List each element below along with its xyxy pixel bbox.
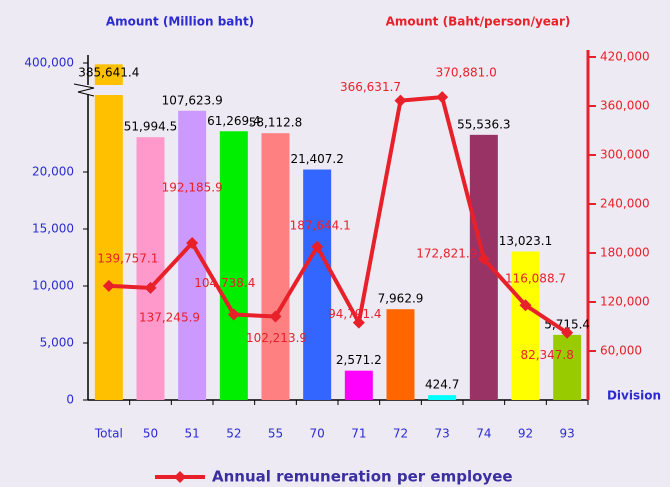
line-value-label: 139,757.1 [97, 251, 158, 265]
line-marker [144, 281, 157, 294]
line-value-label: 116,088.7 [505, 272, 566, 286]
x-tick-label: 72 [393, 427, 408, 441]
bar [94, 64, 123, 401]
bar-value-label: 107,623.9 [162, 93, 223, 107]
y-tick-label: 5,000 [40, 336, 74, 350]
x-tick-label: 93 [560, 427, 575, 441]
bar [386, 309, 415, 400]
line-value-label: 172,821.9 [416, 246, 477, 260]
x-tick-label: 73 [435, 427, 450, 441]
line-marker [186, 237, 199, 250]
line-marker [269, 310, 282, 323]
x-tick-label: 52 [226, 427, 241, 441]
line-value-label: 102,213.9 [246, 331, 307, 345]
bar [428, 395, 457, 400]
x-tick-label: Total [94, 427, 123, 441]
bar-value-label: 13,023.1 [499, 234, 552, 248]
line-marker [311, 240, 324, 253]
x-tick-label: 74 [476, 427, 491, 441]
axis-break-mark [73, 83, 95, 97]
line [108, 95, 569, 335]
y2-tick-label: 180,000 [600, 246, 650, 260]
line-marker [436, 91, 449, 104]
x-tick-label: 70 [310, 427, 325, 441]
bar [344, 370, 373, 400]
bar [219, 131, 248, 400]
x-tick-label: 92 [518, 427, 533, 441]
y2-tick-label: 420,000 [600, 50, 650, 64]
line-value-label: 366,631.7 [340, 80, 401, 94]
bar-value-label: 2,571.2 [336, 353, 382, 367]
y-tick-label: 15,000 [32, 222, 74, 236]
legend-marker [174, 471, 186, 483]
x-tick-label: 51 [185, 427, 200, 441]
line-value-label: 137,245.9 [139, 310, 200, 324]
y-tick-label: 20,000 [32, 165, 74, 179]
left-axis-title: Amount (Million baht) [106, 15, 254, 29]
bar [136, 137, 165, 400]
overlay: 385,641.4 51,994.5 107,623.9 61,269.458,112… [73, 66, 590, 486]
x-axis-label: Division [607, 389, 661, 403]
bar [553, 334, 582, 400]
line-marker [352, 316, 365, 329]
bar-value-label: 5,715.4 [544, 317, 590, 331]
y-tick-label: 400,000 [24, 56, 74, 70]
legend-label: Annual remuneration per employee [212, 468, 513, 486]
line-marker [227, 308, 240, 321]
bar-value-label: 51,994.5 [124, 120, 177, 134]
line-marker [561, 326, 574, 339]
line-value-label: 187,644.1 [290, 218, 351, 232]
bar-value-label: 55,536.3 [457, 117, 510, 131]
line-marker [102, 279, 115, 292]
x-tick-label: 50 [143, 427, 158, 441]
line-value-label: 94,791.4 [328, 307, 381, 321]
bar-value-label: 424.7 [425, 378, 459, 392]
bar [511, 251, 540, 400]
line-value-label: 192,185.9 [162, 181, 223, 195]
bar-value-label: 61,269.4 [207, 114, 260, 128]
line-value-label: 370,881.0 [436, 66, 497, 80]
line-value-label: 104,738.4 [194, 276, 255, 290]
x-tick-label: 71 [351, 427, 366, 441]
bar-value-label: 21,407.2 [290, 152, 343, 166]
bar-value-label: 7,962.9 [378, 292, 424, 306]
right-axis-title: Amount (Baht/person/year) [386, 15, 571, 29]
y2-tick-label: 60,000 [600, 344, 642, 358]
line-marker [519, 299, 532, 312]
bar-value-label: 58,112.8 [249, 116, 302, 130]
y2-tick-label: 240,000 [600, 197, 650, 211]
x-tick-label: 55 [268, 427, 283, 441]
plot: 0 5,000 10,000 15,000 20,000 400,000 60,000 120… [24, 50, 649, 441]
y2-tick-label: 300,000 [600, 148, 650, 162]
line-marker [394, 94, 407, 107]
line-marker [477, 252, 490, 265]
bar [261, 133, 290, 401]
y-tick-label: 0 [66, 393, 74, 407]
y2-tick-label: 120,000 [600, 295, 650, 309]
bar [303, 169, 332, 400]
y2-tick-label: 360,000 [600, 99, 650, 113]
axis-break-gap [74, 85, 125, 95]
line-value-label: 82,347.8 [520, 348, 573, 362]
y-tick-label: 10,000 [32, 279, 74, 293]
bar-value-label: 385,641.4 [78, 66, 139, 80]
